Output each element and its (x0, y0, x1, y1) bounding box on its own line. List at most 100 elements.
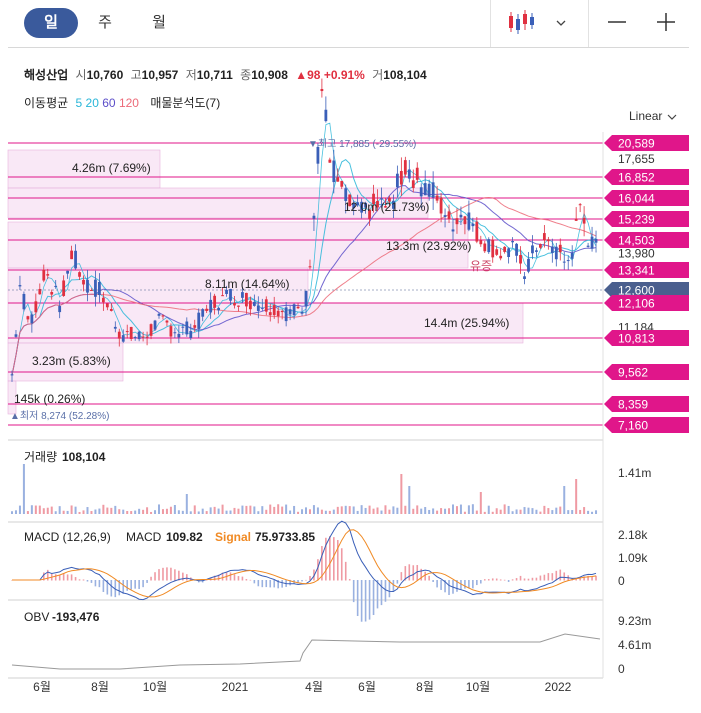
volume-bar (185, 494, 188, 514)
macd-histogram-bar (162, 567, 164, 581)
macd-histogram-bar (523, 578, 526, 581)
candle-body (340, 180, 344, 187)
volume-bar (316, 507, 319, 514)
macd-histogram-bar (102, 580, 105, 592)
macd-histogram-bar (241, 576, 244, 581)
price-tag (604, 169, 689, 185)
volume-bar (487, 505, 490, 514)
candle-body (121, 335, 125, 342)
macd-histogram-bar (472, 580, 474, 589)
x-axis-label: 4월 (305, 680, 323, 694)
candle-body (447, 211, 451, 220)
macd-histogram-bar (404, 566, 407, 581)
volume-bar (225, 510, 228, 514)
candle-body (527, 258, 530, 272)
macd-histogram-bar (372, 580, 375, 616)
volume-bar (384, 505, 387, 514)
macd-histogram-bar (98, 580, 101, 588)
macd-tick: 0 (618, 574, 625, 588)
volume-bar (46, 507, 49, 514)
candle-body (38, 288, 42, 295)
candle-body (348, 194, 352, 207)
current-price-label: 12,600 (618, 284, 655, 298)
volume-bar (241, 505, 244, 514)
candle-body (384, 206, 387, 208)
candle-body (169, 326, 173, 337)
macd-histogram-bar (412, 565, 415, 581)
candle-body (558, 244, 562, 253)
price-tag (604, 295, 689, 311)
volume-bar (297, 511, 300, 514)
candle-body (415, 167, 419, 180)
volume-bar (424, 507, 427, 514)
volume-bar (312, 505, 315, 514)
volume-bar (579, 509, 582, 514)
candle-body (451, 229, 455, 232)
candle-body (300, 311, 304, 314)
candle-body (125, 331, 129, 333)
candle-body (229, 288, 232, 301)
obv-tick: 9.23m (618, 614, 651, 628)
macd-histogram-bar (74, 577, 77, 581)
zoom-out-button[interactable] (606, 9, 628, 35)
macd-histogram-bar (356, 580, 359, 617)
candle-body (241, 292, 244, 298)
macd-histogram-bar (368, 580, 371, 620)
volume-bar (197, 511, 200, 514)
volume-bar (289, 510, 292, 514)
macd-histogram-bar (575, 579, 577, 581)
volume-bar (277, 504, 280, 514)
macd-histogram-bar (142, 580, 144, 588)
candle-body (181, 326, 185, 328)
volume-bar (98, 508, 101, 514)
candle-body (256, 305, 260, 311)
volume-bar (495, 508, 498, 514)
price-tick-label: 13,341 (618, 264, 655, 278)
macd-histogram-bar (94, 580, 97, 587)
macd-histogram-bar (487, 579, 490, 581)
volume-bar (11, 511, 13, 514)
toolbar-divider (490, 0, 491, 47)
volume-bar (189, 511, 192, 514)
volume-bar (173, 505, 176, 514)
volume-bar (181, 510, 184, 514)
candle-body (185, 321, 189, 335)
macd-histogram-bar (273, 580, 276, 588)
volume-bar (448, 508, 451, 514)
tab-monthly[interactable]: 월 (152, 14, 166, 31)
macd-histogram-bar (416, 565, 419, 581)
macd-histogram-bar (499, 579, 502, 581)
candle-body (459, 214, 463, 218)
moving-average-legend[interactable]: 이동평균 5 20 60 120 매물분석도(7) (24, 94, 220, 111)
tab-weekly[interactable]: 주 (98, 14, 112, 31)
candle-body (407, 169, 411, 179)
volume-bar (320, 509, 323, 514)
chart-type-selector[interactable] (505, 8, 575, 38)
volume-bar (523, 507, 526, 514)
volume-bar (94, 509, 97, 514)
macd-histogram-bar (503, 579, 506, 581)
candle-body (10, 374, 14, 376)
price-tick-label: 12,106 (618, 297, 655, 311)
candle-body (284, 307, 288, 322)
candle-body (590, 236, 594, 249)
zoom-in-button[interactable] (655, 9, 677, 35)
macd-histogram-bar (221, 572, 224, 581)
volume-bar (150, 511, 153, 514)
macd-histogram-bar (360, 580, 363, 622)
volume-bar (432, 508, 435, 514)
price-tag (604, 364, 689, 380)
candle-body (173, 332, 177, 334)
volume-profile-label: 14.4m (25.94%) (424, 316, 509, 330)
volume-bar (233, 507, 236, 514)
candle-body (129, 326, 133, 340)
volume-bar (483, 511, 486, 514)
tab-daily[interactable]: 일 (24, 8, 78, 38)
volume-bar (360, 505, 363, 514)
volume-bar (332, 509, 335, 514)
price-tick-label: 10,813 (618, 332, 655, 346)
candle-body (145, 336, 149, 338)
scale-selector[interactable]: Linear (629, 109, 678, 123)
volume-tick: 1.41m (618, 466, 651, 480)
